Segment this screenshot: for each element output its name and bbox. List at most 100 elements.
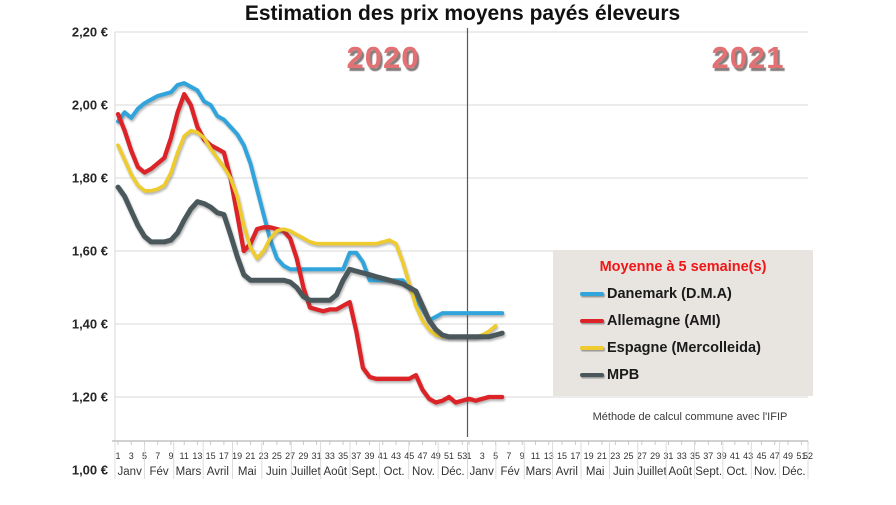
week-tick-label: 41 (730, 451, 740, 461)
year-label-2021: 2021 (711, 40, 785, 75)
month-label: Fév (149, 466, 168, 478)
page-title: Estimation des prix moyens payés éleveur… (244, 2, 681, 25)
week-tick-label: 19 (232, 451, 242, 461)
legend-swatch-allemagne (580, 318, 604, 323)
month-label: Oct. (384, 466, 405, 478)
month-label: Janv (470, 466, 495, 478)
week-tick-label: 37 (703, 451, 713, 461)
week-tick-label: 25 (272, 451, 282, 461)
week-tick-label: 47 (770, 451, 780, 461)
month-label: Mai (586, 466, 605, 478)
week-tick-label: 9 (520, 451, 525, 461)
week-tick-label: 35 (690, 451, 700, 461)
week-tick-label: 23 (259, 451, 269, 461)
week-tick-label: 3 (129, 451, 134, 461)
week-tick-label: 27 (285, 451, 295, 461)
week-tick-label: 7 (506, 451, 511, 461)
week-tick-label: 1 (115, 451, 120, 461)
month-label: Déc. (782, 466, 806, 478)
week-tick-label: 33 (677, 451, 687, 461)
y-axis-label: 1,60 € (72, 244, 108, 259)
week-tick-label: 11 (180, 451, 189, 461)
week-tick-label: 11 (531, 451, 540, 461)
week-tick-label: 45 (404, 451, 414, 461)
week-tick-label: 9 (168, 451, 173, 461)
week-tick-label: 7 (155, 451, 160, 461)
week-tick-label: 47 (418, 451, 428, 461)
week-tick-label: 13 (544, 451, 554, 461)
legend-swatch-danemark (580, 291, 604, 296)
legend-label-allemagne: Allemagne (AMI) (607, 312, 721, 329)
legend-item-mpb: MPB (580, 366, 813, 383)
month-label: Avril (207, 466, 229, 478)
week-tick-label: 49 (783, 451, 793, 461)
week-tick-label: 51 (796, 451, 806, 461)
week-tick-label: 15 (206, 451, 216, 461)
month-label: Déc. (441, 466, 465, 478)
month-label: Oct. (727, 466, 748, 478)
week-tick-label: 19 (584, 451, 594, 461)
week-tick-label: 25 (624, 451, 634, 461)
y-axis-label: 1,00 € (72, 463, 108, 478)
y-axis-label: 2,00 € (72, 98, 108, 113)
month-label: Juin (613, 466, 634, 478)
week-tick-label: 29 (650, 451, 660, 461)
week-tick-label: 35 (338, 451, 348, 461)
week-tick-label: 45 (756, 451, 766, 461)
week-tick-label: 37 (351, 451, 361, 461)
legend: Moyenne à 5 semaine(s) Danemark (D.M.A) … (553, 250, 813, 396)
month-label: Août (668, 466, 692, 478)
series-line-mpb (115, 184, 505, 340)
month-label: Nov. (412, 466, 435, 478)
week-tick-label: 39 (365, 451, 375, 461)
legend-item-espagne: Espagne (Mercolleida) (580, 339, 813, 356)
week-tick-label: 27 (637, 451, 647, 461)
week-tick-label: 13 (192, 451, 202, 461)
series-line-espagne-mercolleida (116, 128, 498, 339)
y-axis-label: 2,20 € (72, 25, 108, 40)
week-tick-label: 23 (610, 451, 620, 461)
week-tick-label: 21 (597, 451, 607, 461)
week-tick-label: 31 (663, 451, 673, 461)
legend-label-mpb: MPB (607, 366, 640, 383)
week-tick-label: 41 (378, 451, 388, 461)
week-tick-label: 29 (298, 451, 308, 461)
week-tick-label: 31 (312, 451, 322, 461)
week-tick-label: 43 (391, 451, 401, 461)
month-label: Juin (266, 466, 287, 478)
legend-title: Moyenne à 5 semaine(s) (599, 259, 767, 275)
week-tick-label: 21 (245, 451, 255, 461)
week-tick-label: 51 (444, 451, 454, 461)
week-tick-label: 43 (743, 451, 753, 461)
legend-item-allemagne: Allemagne (AMI) (580, 312, 813, 329)
week-tick-label: 33 (325, 451, 335, 461)
month-label: Janv (118, 466, 143, 478)
legend-item-danemark: Danemark (D.M.A) (580, 285, 813, 302)
month-label: Mai (238, 466, 257, 478)
week-tick-label: 39 (717, 451, 727, 461)
month-label: Nov. (754, 466, 777, 478)
method-note: Méthode de calcul commune avec l'IFIP (592, 411, 788, 423)
legend-swatch-mpb (580, 372, 604, 377)
legend-label-espagne: Espagne (Mercolleida) (607, 339, 761, 356)
month-label: Sept. (351, 466, 378, 478)
month-label: Août (323, 466, 347, 478)
series-line-danemark-d-m-a (116, 81, 505, 323)
week-tick-label: 53 (457, 451, 467, 461)
legend-label-danemark: Danemark (D.M.A) (607, 285, 732, 302)
year-label-2020: 2020 (346, 40, 420, 75)
week-tick-label: 15 (557, 451, 567, 461)
month-label: Avril (556, 466, 578, 478)
week-tick-label: 1 (466, 451, 471, 461)
y-axis-label: 1,20 € (72, 390, 108, 405)
y-axis-label: 1,40 € (72, 317, 108, 332)
month-label: Juillet (637, 466, 667, 478)
month-label: Mars (526, 466, 552, 478)
month-label: Mars (176, 466, 202, 478)
week-tick-label: 3 (480, 451, 485, 461)
y-axis-label: 1,80 € (72, 171, 108, 186)
month-label: Fév (500, 466, 519, 478)
legend-swatch-espagne (580, 345, 604, 350)
